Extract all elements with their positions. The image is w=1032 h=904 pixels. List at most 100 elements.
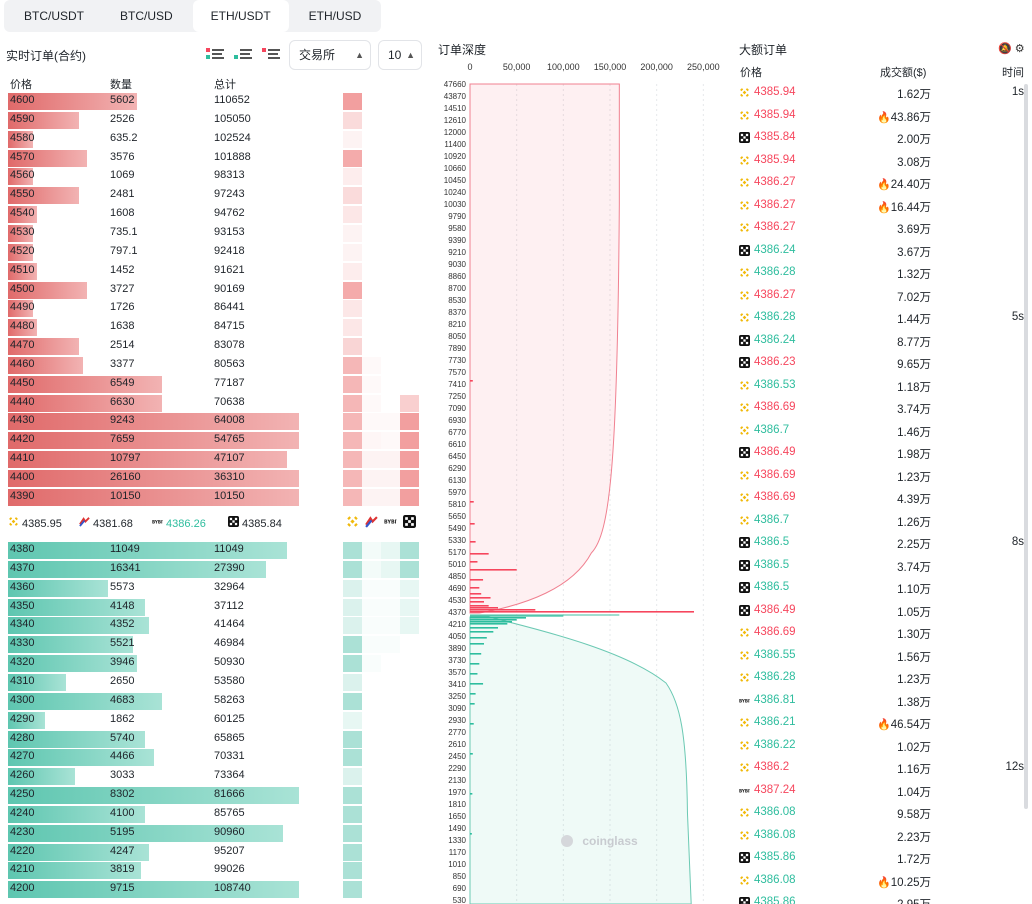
bid-row[interactable]: 4230 5195 90960 <box>8 824 424 842</box>
bid-row[interactable]: 4320 3946 50930 <box>8 654 424 673</box>
big-order-row[interactable]: 4386.27 3.69万 <box>739 219 1029 241</box>
exchange-filter-okx[interactable] <box>403 515 416 531</box>
ask-row[interactable]: 4490 1726 86441 <box>8 299 424 318</box>
ask-row[interactable]: 4440 6630 70638 <box>8 394 424 412</box>
depth-select[interactable]: 10 ▲ <box>378 40 422 70</box>
bid-row[interactable]: 4290 1862 60125 <box>8 711 424 729</box>
bid-row[interactable]: 4270 4466 70331 <box>8 748 424 767</box>
bid-price: 4230 <box>10 825 35 838</box>
bid-row[interactable]: 4330 5521 46984 <box>8 635 424 654</box>
bid-row[interactable]: 4260 3033 73364 <box>8 767 424 786</box>
big-order-row[interactable]: BYBIT 4386.81 1.38万 <box>739 692 1029 714</box>
ask-row[interactable]: 4570 3576 101888 <box>8 149 424 167</box>
big-order-row[interactable]: 4385.86 2.95万 <box>739 894 1029 904</box>
big-order-row[interactable]: 4386.49 1.05万 <box>739 602 1029 624</box>
exchange-filter-bybit[interactable]: BYBIT <box>384 515 400 531</box>
ask-row[interactable]: 4480 1638 84715 <box>8 318 424 337</box>
big-order-row[interactable]: 4385.94 1.62万 1s <box>739 84 1029 106</box>
bid-row[interactable]: 4200 9715 108740 <box>8 880 424 899</box>
mute-bell-icon[interactable]: 🔕 <box>998 43 1012 55</box>
big-order-row[interactable]: 4386.27 🔥24.40万 <box>739 174 1029 196</box>
big-order-row[interactable]: 4386.23 9.65万 <box>739 354 1029 376</box>
big-order-row[interactable]: 4386.28 1.23万 <box>739 669 1029 691</box>
big-order-row[interactable]: 4386.7 1.46万 <box>739 422 1029 444</box>
bid-row[interactable]: 4370 16341 27390 <box>8 560 424 578</box>
ask-row[interactable]: 4530 735.1 93153 <box>8 224 424 242</box>
bid-row[interactable]: 4310 2650 53580 <box>8 673 424 691</box>
exchange-filter-bitmex[interactable] <box>365 515 378 531</box>
settings-gear-icon[interactable]: ⚙ <box>1014 43 1025 55</box>
big-order-row[interactable]: 4386.69 3.74万 <box>739 399 1029 421</box>
ask-volume-bar <box>8 130 33 148</box>
bid-total: 27390 <box>214 561 245 574</box>
bid-row[interactable]: 4380 11049 11049 <box>8 541 424 559</box>
big-order-row[interactable]: 4386.5 2.25万 8s <box>739 534 1029 556</box>
big-order-row[interactable]: 4385.94 🔥43.86万 <box>739 107 1029 129</box>
tab-btc-usdt[interactable]: BTC/USDT <box>24 9 84 23</box>
ask-row[interactable]: 4510 1452 91621 <box>8 262 424 280</box>
bid-row[interactable]: 4340 4352 41464 <box>8 616 424 635</box>
big-order-row[interactable]: BYBIT 4387.24 1.04万 <box>739 782 1029 804</box>
big-order-row[interactable]: 4386.2 1.16万 12s <box>739 759 1029 781</box>
ask-row[interactable]: 4580 635.2 102524 <box>8 130 424 148</box>
big-order-row[interactable]: 4386.53 1.18万 <box>739 377 1029 399</box>
tab-btc-usd[interactable]: BTC/USD <box>120 9 173 23</box>
big-order-row[interactable]: 4386.28 1.44万 5s <box>739 309 1029 331</box>
ask-row[interactable]: 4600 5602 110652 <box>8 92 424 110</box>
big-order-row[interactable]: 4386.28 1.32万 <box>739 264 1029 286</box>
big-order-row[interactable]: 4385.86 1.72万 <box>739 849 1029 871</box>
bid-row[interactable]: 4360 5573 32964 <box>8 579 424 597</box>
big-order-row[interactable]: 4386.49 1.98万 <box>739 444 1029 466</box>
ask-row[interactable]: 4400 26160 36310 <box>8 469 424 487</box>
ask-row[interactable]: 4450 6549 77187 <box>8 375 424 393</box>
big-order-row[interactable]: 4386.5 3.74万 <box>739 557 1029 579</box>
asks-view-icon[interactable] <box>261 46 281 62</box>
big-order-row[interactable]: 4385.84 2.00万 <box>739 129 1029 151</box>
ask-row[interactable]: 4410 10797 47107 <box>8 450 424 469</box>
exchange-select[interactable]: 交易所 ▲ <box>289 40 371 70</box>
both-sides-view-icon[interactable] <box>205 46 225 62</box>
bid-row[interactable]: 4280 5740 65865 <box>8 730 424 748</box>
bid-row[interactable]: 4350 4148 37112 <box>8 598 424 616</box>
ask-row[interactable]: 4590 2526 105050 <box>8 111 424 129</box>
bid-row[interactable]: 4250 8302 81666 <box>8 786 424 805</box>
bid-row[interactable]: 4240 4100 85765 <box>8 805 424 823</box>
ask-row[interactable]: 4470 2514 83078 <box>8 337 424 356</box>
ask-row[interactable]: 4460 3377 80563 <box>8 356 424 374</box>
ask-row[interactable]: 4430 9243 64008 <box>8 412 424 431</box>
big-order-row[interactable]: 4386.69 1.30万 <box>739 624 1029 646</box>
big-order-row[interactable]: 4386.08 9.58万 <box>739 804 1029 826</box>
ask-row[interactable]: 4420 7659 54765 <box>8 431 424 450</box>
big-order-row[interactable]: 4386.69 1.23万 <box>739 467 1029 489</box>
bid-volume-bar <box>8 542 287 559</box>
big-orders-scrollbar[interactable] <box>1024 84 1028 809</box>
big-order-row[interactable]: 4386.69 4.39万 <box>739 489 1029 511</box>
big-order-row[interactable]: 4385.94 3.08万 <box>739 152 1029 174</box>
ask-row[interactable]: 4500 3727 90169 <box>8 281 424 299</box>
ask-row[interactable]: 4540 1608 94762 <box>8 205 424 224</box>
bid-row[interactable]: 4210 3819 99026 <box>8 861 424 880</box>
ask-row[interactable]: 4550 2481 97243 <box>8 186 424 205</box>
ask-row[interactable]: 4390 10150 10150 <box>8 488 424 506</box>
big-order-row[interactable]: 4386.22 1.02万 <box>739 737 1029 759</box>
big-order-row[interactable]: 4386.27 7.02万 <box>739 287 1029 309</box>
ask-row[interactable]: 4520 797.1 92418 <box>8 243 424 261</box>
bid-row[interactable]: 4300 4683 58263 <box>8 692 424 710</box>
big-order-row[interactable]: 4386.7 1.26万 <box>739 512 1029 534</box>
big-order-row[interactable]: 4386.21 🔥46.54万 <box>739 714 1029 736</box>
tab-eth-usd[interactable]: ETH/USD <box>308 9 362 23</box>
exchange-filter-binance[interactable] <box>346 515 359 531</box>
bid-row[interactable]: 4220 4247 95207 <box>8 843 424 861</box>
ask-total: 98313 <box>214 169 245 182</box>
big-order-row[interactable]: 4386.24 8.77万 <box>739 332 1029 354</box>
ask-row[interactable]: 4560 1069 98313 <box>8 167 424 186</box>
binance-logo-icon <box>740 515 749 525</box>
big-order-row[interactable]: 4386.5 1.10万 <box>739 579 1029 601</box>
big-order-row[interactable]: 4386.08 🔥10.25万 <box>739 872 1029 894</box>
big-order-row[interactable]: 4386.24 3.67万 <box>739 242 1029 264</box>
tab-eth-usdt[interactable]: ETH/USDT <box>192 0 289 32</box>
bids-view-icon[interactable] <box>233 46 253 62</box>
big-order-row[interactable]: 4386.55 1.56万 <box>739 647 1029 669</box>
big-order-row[interactable]: 4386.27 🔥16.44万 <box>739 197 1029 219</box>
big-order-row[interactable]: 4386.08 2.23万 <box>739 827 1029 849</box>
